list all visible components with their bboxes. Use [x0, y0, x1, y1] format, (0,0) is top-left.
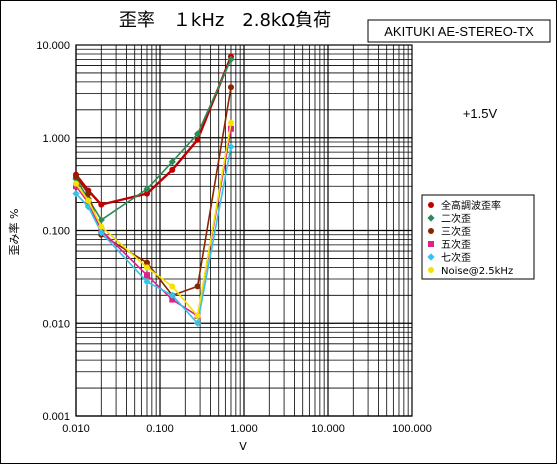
data-point [143, 185, 151, 193]
data-point [98, 201, 105, 208]
x-tick-label: 10.000 [311, 423, 345, 435]
data-point [193, 130, 202, 138]
data-point [227, 125, 234, 132]
data-series [72, 53, 235, 327]
legend-label: Noise@2.5kHz [441, 266, 513, 277]
y-tick-label: 0.001 [42, 411, 70, 423]
subtitle-box: AKITUKI AE-STEREO-TX [367, 19, 551, 43]
data-point [227, 55, 235, 63]
y-tick-label: 0.100 [42, 226, 70, 238]
data-point [143, 272, 150, 279]
legend-marker [428, 228, 434, 234]
y-axis-label: 歪み率 % [7, 209, 21, 256]
data-point [194, 136, 201, 143]
data-point [73, 173, 79, 180]
chart-subtitle: AKITUKI AE-STEREO-TX [384, 24, 534, 39]
legend-marker [428, 267, 434, 273]
data-point [85, 197, 92, 204]
data-point [143, 264, 150, 271]
data-point [73, 180, 79, 187]
legend-label: 全高調波歪率 [441, 199, 501, 212]
legend-label: 三次歪 [441, 225, 471, 238]
legend-marker [427, 214, 435, 222]
x-tick-label: 1.000 [230, 423, 258, 435]
legend-marker [428, 241, 434, 247]
legend-label: 五次歪 [441, 238, 471, 251]
legend-marker [427, 253, 435, 261]
data-point [168, 158, 176, 166]
data-point [194, 283, 201, 290]
data-point [169, 296, 176, 303]
x-tick-label: 0.010 [62, 423, 90, 435]
x-tick-label: 100.000 [392, 423, 432, 435]
series-2 [73, 84, 234, 299]
data-point [168, 291, 176, 299]
data-point [143, 278, 151, 286]
legend-label: 二次歪 [441, 212, 471, 225]
plot-grid [75, 44, 413, 417]
data-point [169, 283, 176, 290]
data-point [143, 190, 150, 197]
data-point [72, 189, 80, 198]
legend-label: 七次歪 [441, 251, 471, 264]
data-point [97, 228, 105, 237]
data-point [227, 84, 234, 91]
voltage-annotation: +1.5V [463, 106, 498, 121]
x-axis-label: V [239, 440, 247, 453]
y-tick-labels: 0.001 0.010 0.100 1.000 10.000 [36, 40, 70, 423]
data-point [227, 119, 234, 126]
data-point [85, 190, 92, 197]
data-point [227, 143, 235, 151]
x-tick-label: 0.100 [146, 423, 174, 435]
y-tick-label: 1.000 [42, 133, 70, 145]
chart-title: 歪率 １kHz 2.8kΩ負荷 [119, 10, 331, 31]
data-point [143, 259, 150, 266]
x-tick-labels: 0.010 0.100 1.000 10.000 100.000 [62, 423, 432, 435]
data-point [98, 223, 105, 230]
series-5 [73, 119, 234, 319]
data-point [194, 312, 201, 319]
data-point [169, 166, 176, 173]
y-tick-label: 10.000 [36, 40, 70, 52]
y-tick-label: 0.010 [42, 318, 70, 330]
legend-marker [428, 202, 434, 208]
data-point [193, 319, 202, 327]
